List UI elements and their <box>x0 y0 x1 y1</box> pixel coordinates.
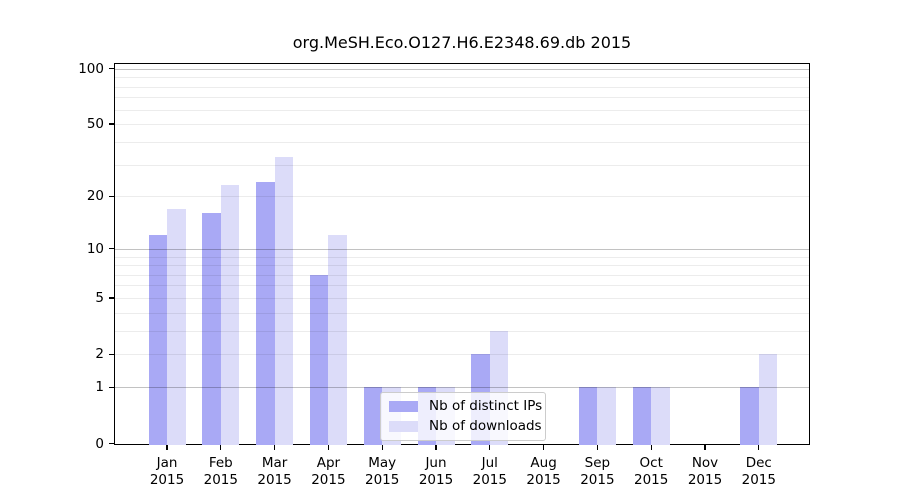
x-tick-mark <box>542 445 545 450</box>
gridline-minor <box>114 124 810 126</box>
y-tick-mark <box>109 386 114 388</box>
x-tick-label: Apr 2015 <box>311 455 346 488</box>
x-tick-label: Feb 2015 <box>203 455 238 488</box>
legend-label-distinct-ips: Nb of distinct IPs <box>429 398 543 414</box>
x-tick-mark <box>704 445 706 450</box>
y-tick-label: 1 <box>95 379 104 396</box>
plot-area: 0 1 2 5 10 20 50 100 Jan 2015 Feb 2015 Mar 2015 Apr… <box>78 61 810 488</box>
gridline-minor <box>114 265 810 267</box>
bar-downloads-feb <box>220 185 240 445</box>
bar-distinct-ips-sep <box>578 387 598 445</box>
legend-item-downloads: Nb of downloads <box>389 419 542 434</box>
gridline-minor <box>114 274 810 276</box>
y-tick-label: 20 <box>86 188 104 205</box>
y-axis-line <box>114 63 116 445</box>
legend-label-downloads: Nb of downloads <box>429 418 542 434</box>
bar-distinct-ips-may <box>363 387 383 445</box>
bar-distinct-ips-feb <box>202 213 221 445</box>
x-tick-mark <box>435 445 437 450</box>
gridline-minor <box>114 196 810 198</box>
x-tick-label: Mar 2015 <box>257 455 292 488</box>
gridline-major <box>114 387 810 389</box>
y-tick-label: 50 <box>86 116 104 133</box>
gridline-minor <box>114 297 810 299</box>
gridline-minor <box>114 97 810 99</box>
x-tick-mark <box>596 445 599 450</box>
gridline-minor <box>114 141 810 143</box>
gridline-minor <box>114 164 810 166</box>
x-tick-label: Sep 2015 <box>580 455 615 488</box>
x-tick-label: Aug 2015 <box>526 455 561 488</box>
bar-downloads-mar <box>274 157 294 445</box>
x-tick-mark <box>381 445 383 450</box>
x-axis-line <box>114 443 810 445</box>
y-tick-mark <box>109 195 114 197</box>
legend-swatch-distinct-ips <box>389 401 418 412</box>
y-tick-label: 100 <box>78 60 104 77</box>
bar-distinct-ips-apr <box>309 274 329 445</box>
y-tick-label: 10 <box>86 240 104 257</box>
bar-distinct-ips-dec <box>740 387 759 445</box>
x-tick-label: Jul 2015 <box>472 455 507 488</box>
bar-downloads-sep <box>597 387 616 445</box>
chart-title: org.MeSH.Eco.O127.H6.E2348.69.db 2015 <box>292 33 632 52</box>
x-tick-mark <box>489 445 491 450</box>
bar-distinct-ips-oct <box>632 387 652 445</box>
gridline-minor <box>114 285 810 287</box>
bar-downloads-dec <box>758 354 778 445</box>
legend-item-distinct-ips: Nb of distinct IPs <box>389 399 542 414</box>
x-tick-label: Jan 2015 <box>149 455 185 488</box>
y-tick-mark <box>109 442 114 445</box>
bar-distinct-ips-mar <box>256 182 275 445</box>
y-tick-mark <box>109 123 114 125</box>
x-tick-mark <box>273 445 276 450</box>
x-tick-label: Jun 2015 <box>418 455 454 488</box>
x-tick-mark <box>650 445 652 450</box>
gridline-minor <box>114 86 810 88</box>
x-tick-label: May 2015 <box>365 455 400 488</box>
gridline-minor <box>114 256 810 258</box>
y-tick-mark <box>109 353 114 355</box>
legend-swatch-downloads <box>389 421 418 432</box>
x-tick-mark <box>220 445 222 450</box>
bar-downloads-apr <box>328 235 347 445</box>
x-tick-label: Dec 2015 <box>741 455 776 488</box>
y-tick-mark <box>109 297 114 299</box>
y-tick-label: 2 <box>95 346 104 363</box>
y-tick-label: 0 <box>95 435 104 452</box>
y-tick-mark <box>109 67 114 70</box>
x-tick-mark <box>166 445 168 450</box>
gridline-minor <box>114 109 810 111</box>
bar-downloads-oct <box>651 387 670 445</box>
plot-border-top <box>114 63 810 65</box>
gridline-minor <box>114 330 810 332</box>
bar-distinct-ips-jan <box>148 235 167 445</box>
y-tick-label: 5 <box>95 289 104 306</box>
x-tick-mark <box>327 445 330 450</box>
gridline-major <box>114 248 810 250</box>
plot-border-right <box>808 63 810 445</box>
gridline-minor <box>114 77 810 79</box>
gridline-minor <box>114 354 810 356</box>
legend: Nb of distinct IPs Nb of downloads <box>380 392 546 441</box>
gridline-minor <box>114 312 810 314</box>
x-tick-label: Nov 2015 <box>687 455 723 488</box>
y-tick-mark <box>109 248 114 250</box>
bar-downloads-jan <box>167 208 186 445</box>
x-tick-mark <box>758 445 760 450</box>
x-tick-label: Oct 2015 <box>634 455 669 488</box>
gridline-major <box>114 68 810 70</box>
